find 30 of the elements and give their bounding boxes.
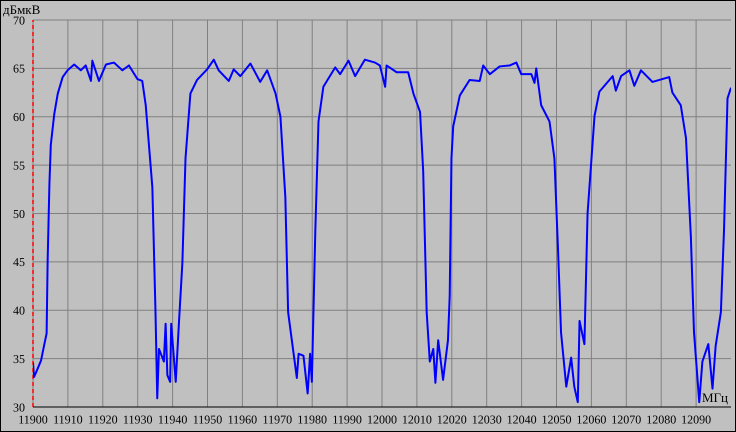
x-tick-label: 12080 <box>646 412 676 427</box>
x-tick-label: 12010 <box>402 412 432 427</box>
y-tick-label: 45 <box>13 255 25 270</box>
x-tick-label: 12030 <box>472 412 502 427</box>
x-tick-label: 12070 <box>611 412 642 427</box>
line-series <box>33 58 731 404</box>
y-tick-label: 40 <box>13 304 25 318</box>
x-tick-label: 12040 <box>506 412 537 427</box>
x-tick-label: 12090 <box>681 412 712 427</box>
y-tick-label: 35 <box>13 352 25 366</box>
x-tick-label: 12050 <box>542 412 572 427</box>
x-tick-label: 12060 <box>576 412 606 427</box>
x-tick-label: 11990 <box>332 412 362 427</box>
y-tick-label: 60 <box>13 110 25 124</box>
x-tick-label: 11980 <box>297 412 327 427</box>
y-tick-label: 30 <box>13 400 25 414</box>
x-axis-title: МГц <box>702 390 728 405</box>
x-tick-label: 11940 <box>158 412 188 427</box>
x-tick-label: 11950 <box>192 412 222 427</box>
y-tick-label: 55 <box>13 158 25 172</box>
x-tick-label: 12000 <box>367 412 397 427</box>
x-tick-label: 11920 <box>88 412 118 427</box>
x-tick-label: 11960 <box>228 412 258 427</box>
x-tick-label: 11900 <box>18 412 48 427</box>
x-tick-label: 11910 <box>53 412 83 427</box>
y-tick-label: 65 <box>13 62 25 76</box>
x-tick-label: 12020 <box>436 412 467 427</box>
y-tick-label: 50 <box>13 206 25 221</box>
x-tick-label: 11930 <box>122 412 152 427</box>
x-tick-label: 11970 <box>262 412 292 427</box>
